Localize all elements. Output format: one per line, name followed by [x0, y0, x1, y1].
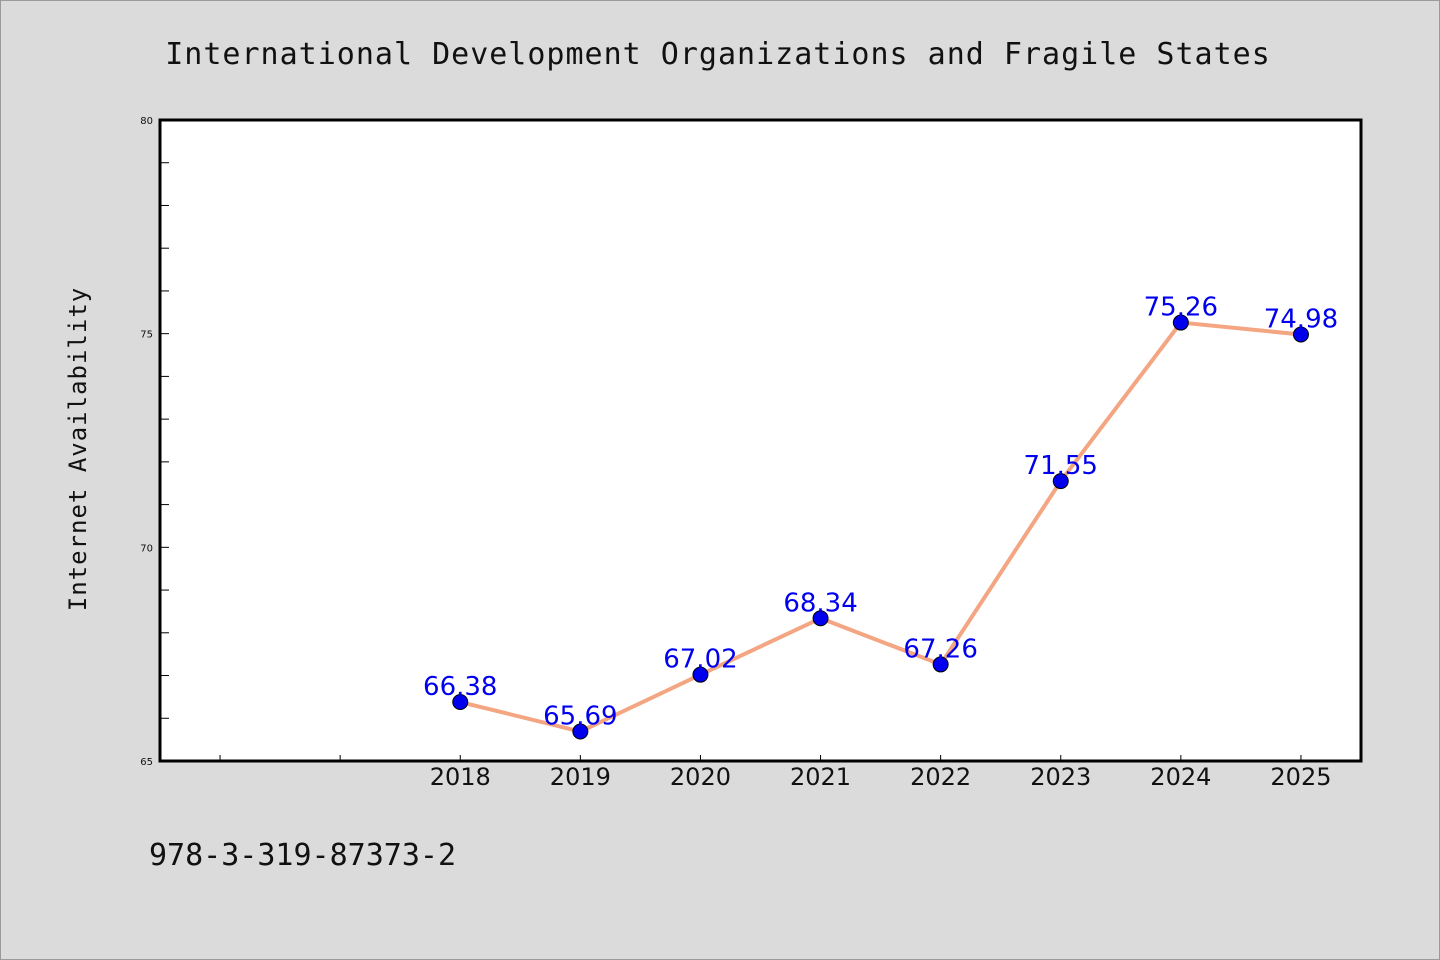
- series-line-group: [459, 320, 1302, 734]
- x-tick-label: 2020: [670, 763, 731, 791]
- data-point: [1172, 314, 1189, 331]
- data-point: [812, 610, 829, 627]
- x-tick-label: 2024: [1150, 763, 1211, 791]
- data-point: [572, 723, 589, 740]
- data-label: 75.26: [1144, 293, 1218, 323]
- y-axis-ticks: 65 70 75 80: [140, 116, 169, 768]
- data-point: [692, 666, 709, 683]
- data-label: 66.38: [423, 672, 497, 702]
- x-tick-label: 2019: [550, 763, 611, 791]
- x-tick-label: 2023: [1030, 763, 1091, 791]
- data-point: [1052, 473, 1069, 490]
- x-tick-label: 2022: [910, 763, 971, 791]
- data-point: [932, 656, 949, 673]
- x-tick-label: 2025: [1270, 763, 1331, 791]
- isbn-footer: 978-3-319-87373-2: [149, 838, 456, 873]
- x-tick-label: 2018: [430, 763, 491, 791]
- data-label: 68.34: [783, 588, 857, 618]
- series-points-group: [452, 314, 1309, 740]
- data-labels-group: 66.38 65.69 67.02 68.34 67.26 71.55 75.26 74.98: [423, 293, 1338, 732]
- data-point: [452, 694, 469, 711]
- series-line: [459, 320, 1302, 734]
- data-label: 74.98: [1264, 305, 1338, 335]
- y-tick-label: 80: [140, 116, 153, 127]
- data-label: 67.02: [663, 645, 737, 675]
- y-tick-label: 70: [140, 543, 153, 554]
- data-label: 71.55: [1024, 451, 1098, 481]
- y-tick-label: 65: [140, 757, 153, 768]
- y-tick-label: 75: [140, 330, 153, 341]
- data-label: 67.26: [903, 634, 977, 664]
- plot-area: [158, 118, 1363, 763]
- chart-title: International Development Organizations …: [165, 37, 1271, 72]
- data-point: [1292, 326, 1309, 343]
- data-label: 65.69: [543, 702, 617, 732]
- y-axis-label: Internet Availability: [64, 287, 92, 611]
- x-axis-ticks: 2018 2019 2020 2021 2022 2023 2024 2025: [219, 755, 1331, 791]
- x-tick-label: 2021: [790, 763, 851, 791]
